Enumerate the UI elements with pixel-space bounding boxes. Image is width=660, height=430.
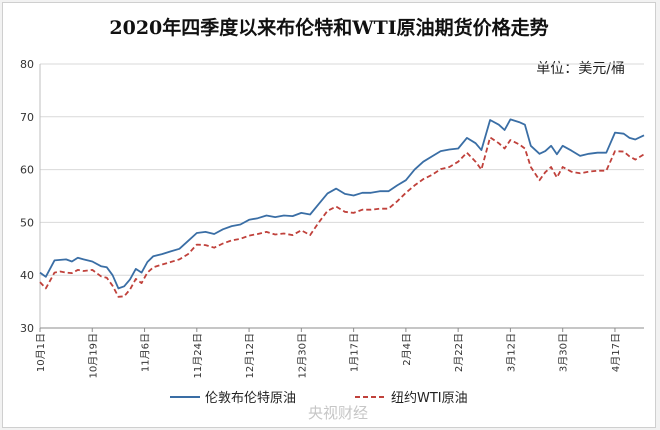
x-tick-label: 11月24日 xyxy=(192,333,204,378)
chart-title: 2020年四季度以来布伦特和WTI原油期货价格走势 xyxy=(109,16,548,39)
watermark: 央视财经 xyxy=(308,404,368,422)
x-tick-label: 4月17日 xyxy=(610,333,622,372)
y-tick-label: 50 xyxy=(20,216,34,229)
y-axis: 30 40 50 60 70 80 xyxy=(20,58,41,335)
x-tick-label: 12月12日 xyxy=(244,333,256,378)
y-tick-label: 60 xyxy=(20,164,34,177)
x-tick-label: 2月4日 xyxy=(401,333,413,366)
x-tick-label: 10月19日 xyxy=(87,333,99,378)
legend: 伦敦布伦特原油 纽约WTI原油 xyxy=(170,390,468,406)
legend-wti-label: 纽约WTI原油 xyxy=(391,391,468,406)
x-axis: 10月1日 10月19日 11月6日 11月24日 12月12日 12月30日 1月17日 2… xyxy=(35,327,644,378)
x-tick-label: 3月30日 xyxy=(558,333,570,372)
y-tick-label: 40 xyxy=(20,269,34,282)
line-chart: 2020年四季度以来布伦特和WTI原油期货价格走势 单位：美元/桶 30 40 50… xyxy=(20,16,645,422)
y-tick-label: 80 xyxy=(20,58,34,71)
x-tick-label: 2月22日 xyxy=(453,333,465,372)
x-tick-label: 10月1日 xyxy=(35,333,47,372)
series-line-brent xyxy=(39,118,645,290)
x-tick-label: 3月12日 xyxy=(505,333,517,372)
series-line-wti xyxy=(39,136,645,298)
x-tick-label: 1月17日 xyxy=(349,333,361,372)
x-tick-label: 11月6日 xyxy=(140,333,152,372)
series-lines xyxy=(39,118,645,298)
x-tick-label: 12月30日 xyxy=(296,333,308,378)
legend-brent-label: 伦敦布伦特原油 xyxy=(205,390,296,406)
y-tick-label: 30 xyxy=(20,322,34,335)
y-tick-label: 70 xyxy=(20,111,34,124)
unit-label: 单位：美元/桶 xyxy=(536,61,625,77)
